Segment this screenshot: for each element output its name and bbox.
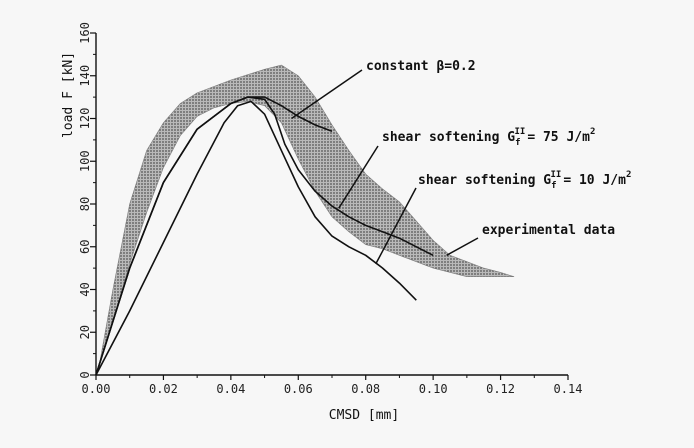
label-shear-10-sub: f: [551, 181, 556, 191]
x-tick-label: 0.00: [82, 382, 111, 396]
x-tick-label: 0.02: [149, 382, 178, 396]
y-tick-label: 80: [78, 197, 92, 211]
label-shear-10: shear softening GfII = 10 J/m2: [418, 170, 631, 191]
label-experimental-data: experimental data: [482, 223, 615, 238]
x-tick-label: 0.04: [216, 382, 245, 396]
y-tick-label: 100: [78, 150, 92, 172]
y-tick-label: 160: [78, 22, 92, 44]
y-tick-label: 40: [78, 282, 92, 296]
label-shear-10-text: shear softening G: [418, 173, 551, 188]
x-tick-label: 0.12: [486, 382, 515, 396]
annotation-leaders: [291, 69, 479, 265]
x-tick-label: 0.14: [554, 382, 583, 396]
label-shear-75-value: = 75 J/m: [527, 130, 590, 145]
x-ticks: 0.00 0.02 0.04 0.06 0.08 0.10 0.12 0.14: [82, 375, 583, 396]
series-line-2: [95, 96, 434, 376]
label-constant-beta: constant β=0.2: [366, 59, 476, 74]
plot-area: [95, 64, 515, 376]
label-shear-75-sup: II: [514, 127, 525, 137]
label-shear-10-value: = 10 J/m: [563, 173, 626, 188]
series-line-3: [95, 100, 417, 376]
axes: 0.00 0.02 0.04 0.06 0.08 0.10 0.12 0.14 0 20 40 60…: [78, 22, 582, 396]
y-tick-label: 0: [78, 371, 92, 378]
annotation-leader-4: [446, 237, 479, 256]
annotation-leader-3: [375, 187, 417, 265]
y-tick-label: 140: [78, 65, 92, 87]
annotation-labels: constant β=0.2 shear softening GfII = 75 …: [366, 59, 631, 238]
x-tick-label: 0.08: [351, 382, 380, 396]
y-tick-label: 60: [78, 240, 92, 254]
label-shear-75-unit: 2: [590, 127, 595, 137]
experimental-data-band: [99, 64, 515, 365]
label-shear-75: shear softening GfII = 75 J/m2: [382, 127, 595, 148]
label-shear-75-sub: f: [515, 138, 520, 148]
x-tick-label: 0.10: [419, 382, 448, 396]
y-tick-label: 20: [78, 325, 92, 339]
label-shear-10-unit: 2: [626, 170, 631, 180]
y-tick-label: 120: [78, 108, 92, 130]
annotation-leader-2: [338, 145, 379, 209]
annotation-leader-1: [291, 69, 363, 120]
x-tick-label: 0.06: [284, 382, 313, 396]
y-ticks: 0 20 40 60 80 100 120 140 160: [78, 22, 96, 379]
y-axis-label: load F [kN]: [61, 52, 76, 138]
label-shear-75-text: shear softening G: [382, 130, 515, 145]
label-shear-10-sup: II: [550, 170, 561, 180]
x-axis-label: CMSD [mm]: [329, 408, 399, 423]
series-layer: [95, 96, 434, 376]
